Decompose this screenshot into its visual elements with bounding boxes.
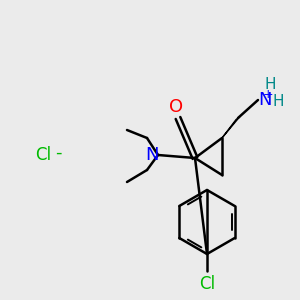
Polygon shape	[222, 116, 240, 138]
Text: O: O	[169, 98, 183, 116]
Text: H: H	[272, 94, 284, 110]
Text: N: N	[146, 146, 159, 164]
Text: Cl: Cl	[35, 146, 51, 164]
Text: +: +	[263, 88, 273, 101]
Text: -: -	[55, 144, 62, 162]
Text: H: H	[264, 77, 275, 92]
Text: N: N	[258, 91, 272, 109]
Text: Cl: Cl	[199, 275, 215, 293]
